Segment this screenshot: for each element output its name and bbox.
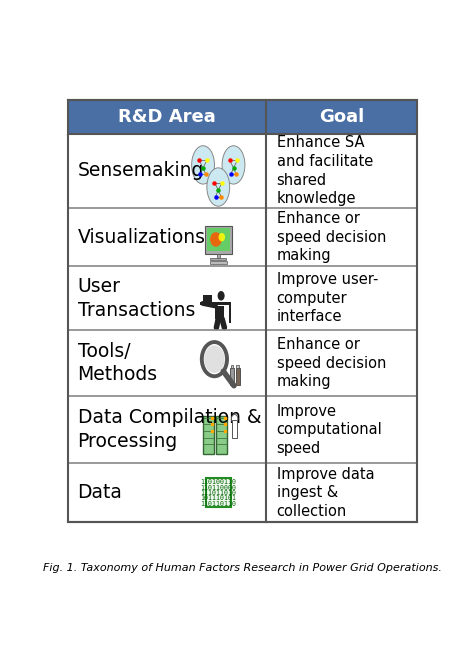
Text: Improve
computational
speed: Improve computational speed: [277, 404, 383, 455]
Bar: [237, 365, 239, 368]
Bar: [222, 306, 224, 322]
Text: 111011010: 111011010: [201, 490, 236, 496]
Text: Enhance SA
and facilitate
shared
knowledge: Enhance SA and facilitate shared knowled…: [277, 135, 373, 206]
Text: Improve user-
computer
interface: Improve user- computer interface: [277, 272, 378, 324]
Bar: [236, 368, 240, 386]
Text: Data Compilation &
Processing: Data Compilation & Processing: [78, 408, 261, 451]
Bar: [203, 294, 212, 304]
Text: Visualizations: Visualizations: [78, 228, 206, 247]
Ellipse shape: [210, 232, 222, 247]
Ellipse shape: [222, 146, 245, 184]
Text: Fig. 1. Taxonomy of Human Factors Research in Power Grid Operations.: Fig. 1. Taxonomy of Human Factors Resear…: [44, 564, 442, 573]
Text: Goal: Goal: [319, 108, 364, 126]
Bar: [205, 226, 232, 254]
Bar: [230, 365, 233, 368]
Bar: [207, 228, 230, 250]
Text: Enhance or
speed decision
making: Enhance or speed decision making: [277, 211, 386, 263]
Ellipse shape: [191, 146, 214, 184]
Bar: [206, 478, 231, 507]
Bar: [217, 254, 220, 258]
Text: 110110000: 110110000: [201, 485, 236, 490]
Text: 101110101: 101110101: [201, 495, 236, 501]
Circle shape: [231, 415, 238, 423]
Bar: [68, 100, 418, 134]
Text: 110110110: 110110110: [201, 501, 236, 507]
Ellipse shape: [219, 233, 225, 241]
Bar: [216, 416, 227, 454]
Text: Improve data
ingest &
collection: Improve data ingest & collection: [277, 466, 374, 519]
Text: Sensemaking: Sensemaking: [78, 161, 204, 181]
Text: R&D Area: R&D Area: [118, 108, 216, 126]
Text: User
Transactions: User Transactions: [78, 277, 195, 320]
Bar: [232, 420, 237, 437]
Circle shape: [204, 345, 225, 373]
Text: 110100110: 110100110: [201, 479, 236, 485]
Bar: [230, 368, 234, 386]
Bar: [210, 258, 226, 260]
Ellipse shape: [207, 168, 230, 206]
Bar: [201, 303, 231, 305]
Bar: [228, 305, 231, 323]
Text: Tools/
Methods: Tools/ Methods: [78, 342, 158, 384]
Bar: [216, 306, 223, 319]
Bar: [68, 100, 418, 522]
Circle shape: [218, 291, 225, 301]
Text: Data: Data: [78, 483, 122, 502]
Bar: [203, 416, 214, 454]
Bar: [210, 261, 227, 263]
Text: Enhance or
speed decision
making: Enhance or speed decision making: [277, 337, 386, 389]
